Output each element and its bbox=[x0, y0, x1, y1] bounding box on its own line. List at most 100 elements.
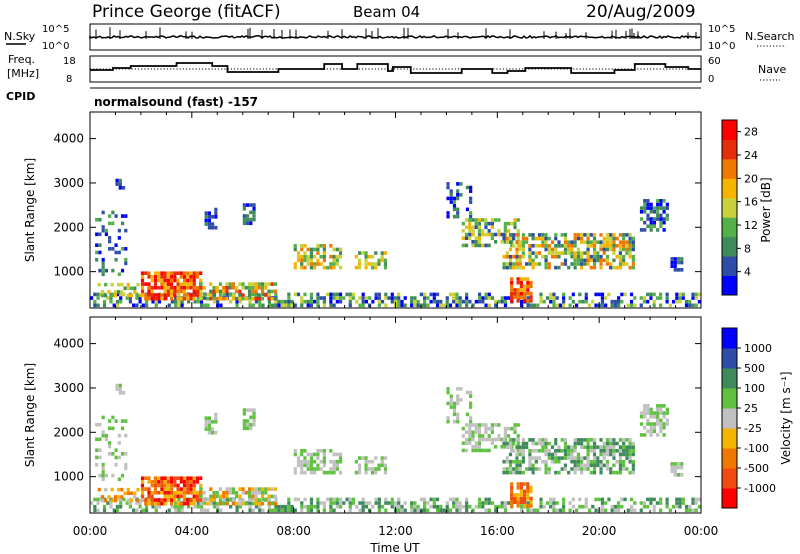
velocity-cell bbox=[481, 434, 485, 438]
power-cell bbox=[329, 299, 333, 304]
velocity-cell bbox=[586, 463, 590, 468]
power-cell bbox=[673, 268, 677, 272]
power-cell bbox=[383, 251, 388, 255]
velocity-cell bbox=[179, 501, 183, 506]
velocity-cell bbox=[205, 501, 210, 506]
power-cell bbox=[639, 206, 644, 210]
velocity-cell bbox=[665, 504, 669, 509]
velocity-cell bbox=[586, 438, 590, 442]
velocity-cell bbox=[615, 470, 619, 475]
power-cell bbox=[592, 254, 597, 259]
velocity-cell bbox=[306, 508, 310, 513]
velocity-cell bbox=[516, 423, 520, 427]
power-cell bbox=[107, 290, 111, 294]
power-cell bbox=[502, 254, 506, 259]
velocity-cell bbox=[508, 438, 513, 442]
velocity-cell bbox=[182, 494, 187, 499]
power-cell bbox=[101, 268, 105, 273]
power-cell bbox=[119, 299, 123, 304]
power-cell bbox=[129, 286, 134, 291]
velocity-cell bbox=[120, 487, 124, 492]
velocity-cell bbox=[560, 456, 564, 460]
velocity-cell bbox=[573, 463, 577, 468]
velocity-cell bbox=[170, 494, 174, 499]
power-cell bbox=[681, 292, 685, 297]
power-cell bbox=[607, 292, 611, 297]
power-cell bbox=[503, 303, 508, 308]
velocity-cell bbox=[580, 441, 584, 446]
velocity-cell bbox=[518, 459, 522, 464]
power-cell bbox=[609, 236, 613, 241]
velocity-cell bbox=[521, 456, 526, 460]
power-cell bbox=[592, 262, 597, 266]
power-cell bbox=[287, 292, 291, 297]
power-cell bbox=[267, 292, 272, 297]
velocity-cell bbox=[610, 508, 614, 513]
power-cell bbox=[605, 262, 610, 266]
velocity-cell bbox=[442, 508, 446, 513]
power-cell bbox=[678, 299, 682, 304]
velocity-cell bbox=[202, 490, 206, 495]
velocity-cell bbox=[238, 501, 242, 506]
nsky-tick-top: 10^5 bbox=[42, 24, 69, 35]
velocity-cell bbox=[631, 452, 635, 457]
power-cell bbox=[545, 296, 550, 300]
velocity-colorbar-tick-label: -100 bbox=[744, 442, 769, 455]
power-cell bbox=[204, 218, 208, 223]
power-cell bbox=[550, 251, 555, 255]
velocity-cell bbox=[649, 411, 653, 415]
velocity-cell bbox=[377, 508, 381, 513]
power-cell bbox=[374, 296, 378, 300]
velocity-cell bbox=[108, 419, 112, 423]
power-cell bbox=[173, 293, 177, 297]
velocity-cell bbox=[358, 501, 362, 505]
power-cell bbox=[558, 303, 563, 308]
velocity-cell bbox=[490, 437, 494, 442]
velocity-cell bbox=[150, 490, 154, 495]
power-cell bbox=[487, 232, 491, 237]
power-colorbar-swatch bbox=[722, 158, 737, 179]
power-cell bbox=[541, 240, 545, 244]
velocity-cell bbox=[355, 504, 359, 509]
power-cell bbox=[537, 262, 542, 266]
power-cell bbox=[691, 296, 695, 300]
velocity-cell bbox=[166, 498, 170, 502]
velocity-cell bbox=[468, 437, 472, 442]
power-cell bbox=[526, 277, 530, 281]
velocity-cell bbox=[526, 508, 530, 513]
power-cell bbox=[620, 299, 624, 304]
power-cell bbox=[293, 265, 297, 270]
velocity-cell bbox=[241, 490, 245, 495]
velocity-cell bbox=[179, 476, 183, 481]
velocity-cell bbox=[115, 497, 120, 502]
velocity-cell bbox=[199, 498, 203, 502]
velocity-cell bbox=[384, 497, 388, 502]
power-cell bbox=[449, 200, 453, 204]
velocity-cell bbox=[316, 452, 320, 457]
power-cell bbox=[656, 217, 660, 221]
velocity-cell bbox=[605, 467, 610, 471]
power-cell bbox=[260, 289, 265, 294]
velocity-cell bbox=[160, 498, 164, 502]
velocity-cell bbox=[549, 501, 553, 505]
velocity-cell bbox=[600, 504, 605, 509]
power-cell bbox=[534, 254, 538, 259]
power-cell bbox=[270, 296, 274, 301]
power-cell bbox=[423, 296, 427, 300]
power-cell bbox=[584, 296, 588, 300]
power-cell bbox=[214, 211, 218, 215]
velocity-cell bbox=[600, 497, 605, 502]
power-cell bbox=[522, 284, 527, 289]
power-cell bbox=[316, 247, 320, 252]
power-cell bbox=[631, 244, 635, 248]
power-cell bbox=[455, 296, 459, 300]
power-cell bbox=[605, 244, 610, 248]
power-cell bbox=[374, 251, 378, 255]
power-cell bbox=[166, 293, 170, 297]
power-cell bbox=[101, 210, 105, 215]
velocity-cell bbox=[160, 490, 164, 495]
velocity-cell bbox=[180, 504, 184, 509]
velocity-cell bbox=[487, 434, 491, 438]
power-cell bbox=[173, 271, 177, 276]
velocity-cell bbox=[558, 508, 563, 513]
